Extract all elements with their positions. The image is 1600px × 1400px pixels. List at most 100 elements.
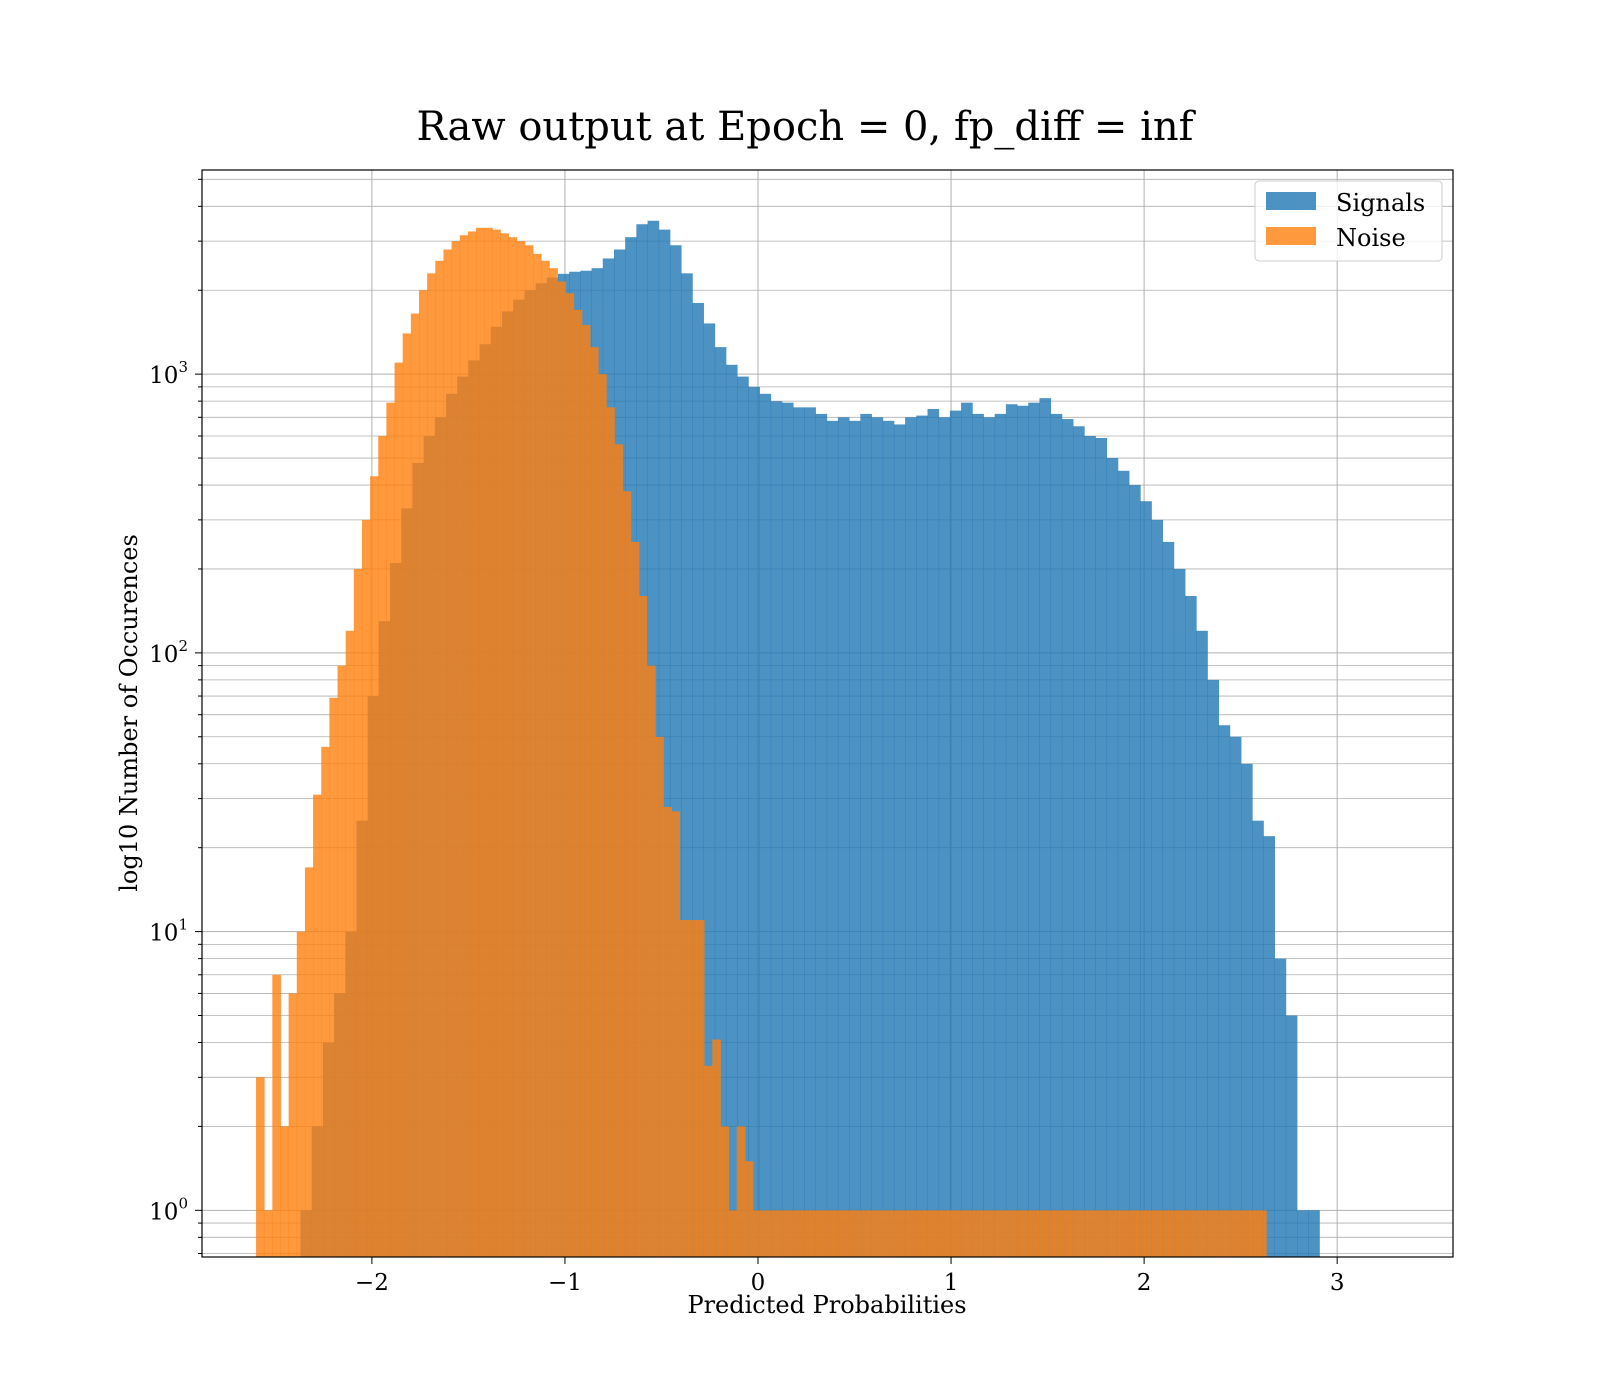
- bar-signals: [938, 417, 951, 1258]
- bar-signals: [658, 229, 671, 1258]
- bar-noise: [288, 993, 298, 1257]
- bar-noise: [313, 794, 322, 1257]
- x-axis-label: Predicted Probabilities: [687, 1291, 966, 1319]
- bar-signals: [1050, 413, 1063, 1258]
- bar-signals: [1106, 458, 1119, 1258]
- bar-noise: [1111, 1210, 1121, 1257]
- bar-noise: [1184, 1210, 1194, 1257]
- bar-noise: [1209, 1210, 1218, 1257]
- y-axis-label: log10 Number of Occurences: [115, 534, 143, 892]
- bar-noise: [981, 1210, 990, 1257]
- bar-signals: [1297, 1210, 1309, 1257]
- bar-signals: [1173, 568, 1186, 1257]
- bar-noise: [875, 1210, 884, 1257]
- bar-signals: [1308, 1210, 1320, 1257]
- bar-signals: [692, 302, 704, 1257]
- bar-noise: [1144, 1210, 1153, 1257]
- bar-noise: [728, 1210, 738, 1257]
- bar-noise: [940, 1210, 949, 1257]
- bar-signals: [860, 413, 872, 1258]
- bar-noise: [476, 227, 485, 1257]
- bar-noise: [581, 325, 591, 1258]
- x-tick-label: 1: [944, 1270, 959, 1296]
- bar-noise: [989, 1210, 998, 1257]
- bar-noise: [394, 362, 404, 1257]
- bar-noise: [1119, 1210, 1129, 1257]
- bar-noise: [418, 290, 428, 1257]
- bar-signals: [1017, 405, 1029, 1257]
- bar-signals: [1061, 419, 1074, 1257]
- bar-noise: [1095, 1210, 1104, 1257]
- bar-noise: [264, 1210, 273, 1257]
- bar-noise: [1135, 1210, 1145, 1257]
- bar-noise: [1005, 1210, 1015, 1257]
- bar-signals: [815, 413, 828, 1258]
- bar-noise: [402, 333, 412, 1257]
- bar-signals: [1129, 485, 1141, 1258]
- bar-noise: [736, 1126, 746, 1257]
- bar-signals: [893, 424, 906, 1257]
- bar-signals: [927, 408, 940, 1257]
- bar-signals: [1095, 438, 1108, 1258]
- bar-noise: [972, 1210, 982, 1257]
- bar-noise: [549, 268, 558, 1257]
- x-tick-label: 2: [1137, 1270, 1152, 1296]
- bar-noise: [598, 374, 607, 1257]
- x-tick-label: −1: [548, 1270, 582, 1296]
- bar-noise: [1217, 1210, 1226, 1257]
- y-tick-label: 102: [149, 637, 188, 668]
- bar-noise: [818, 1210, 827, 1257]
- bar-noise: [777, 1210, 787, 1257]
- bar-noise: [948, 1210, 958, 1257]
- bar-signals: [669, 245, 682, 1257]
- bar-noise: [451, 241, 461, 1257]
- bar-signals: [1005, 404, 1018, 1257]
- bar-noise: [500, 233, 510, 1257]
- bar-noise: [671, 811, 681, 1257]
- bar-noise: [801, 1210, 811, 1257]
- bar-signals: [882, 420, 895, 1257]
- bar-signals: [1185, 595, 1197, 1257]
- bar-noise: [704, 1065, 713, 1257]
- bar-noise: [614, 444, 624, 1257]
- legend: Signals Noise: [1254, 180, 1443, 262]
- bar-noise: [272, 974, 281, 1257]
- bar-noise: [443, 249, 452, 1257]
- bar-noise: [1103, 1210, 1112, 1257]
- bar-signals: [837, 417, 850, 1258]
- bar-noise: [565, 293, 575, 1257]
- bar-noise: [329, 697, 338, 1257]
- bar-noise: [1233, 1210, 1243, 1257]
- bar-signals: [725, 364, 738, 1257]
- bar-signals: [1229, 736, 1242, 1257]
- bar-signals: [759, 393, 772, 1257]
- bar-noise: [1127, 1210, 1137, 1257]
- x-tick-label: 3: [1330, 1270, 1345, 1296]
- bar-noise: [459, 235, 469, 1257]
- bar-noise: [785, 1210, 795, 1257]
- plot-frame: [201, 169, 1454, 1258]
- bar-noise: [573, 309, 583, 1257]
- bar-noise: [695, 920, 705, 1257]
- bar-signals: [737, 376, 749, 1257]
- bar-noise: [1070, 1210, 1080, 1257]
- bar-noise: [850, 1210, 860, 1257]
- bar-signals: [949, 410, 962, 1258]
- bar-noise: [1038, 1210, 1047, 1257]
- bar-noise: [361, 519, 371, 1257]
- bar-signals: [703, 323, 716, 1257]
- bar-noise: [1021, 1210, 1031, 1257]
- bar-noise: [638, 595, 648, 1257]
- bar-noise: [744, 1161, 754, 1257]
- bar-noise: [1192, 1210, 1202, 1257]
- bar-noise: [997, 1210, 1006, 1257]
- bar-noise: [858, 1210, 868, 1257]
- bar-noise: [353, 568, 363, 1257]
- bar-noise: [557, 281, 567, 1257]
- bar-noise: [321, 746, 330, 1257]
- bar-noise: [296, 931, 306, 1257]
- bar-noise: [826, 1210, 835, 1257]
- x-tick-label: −2: [355, 1270, 389, 1296]
- bar-signals: [1039, 398, 1052, 1257]
- bar-signals: [1117, 470, 1130, 1258]
